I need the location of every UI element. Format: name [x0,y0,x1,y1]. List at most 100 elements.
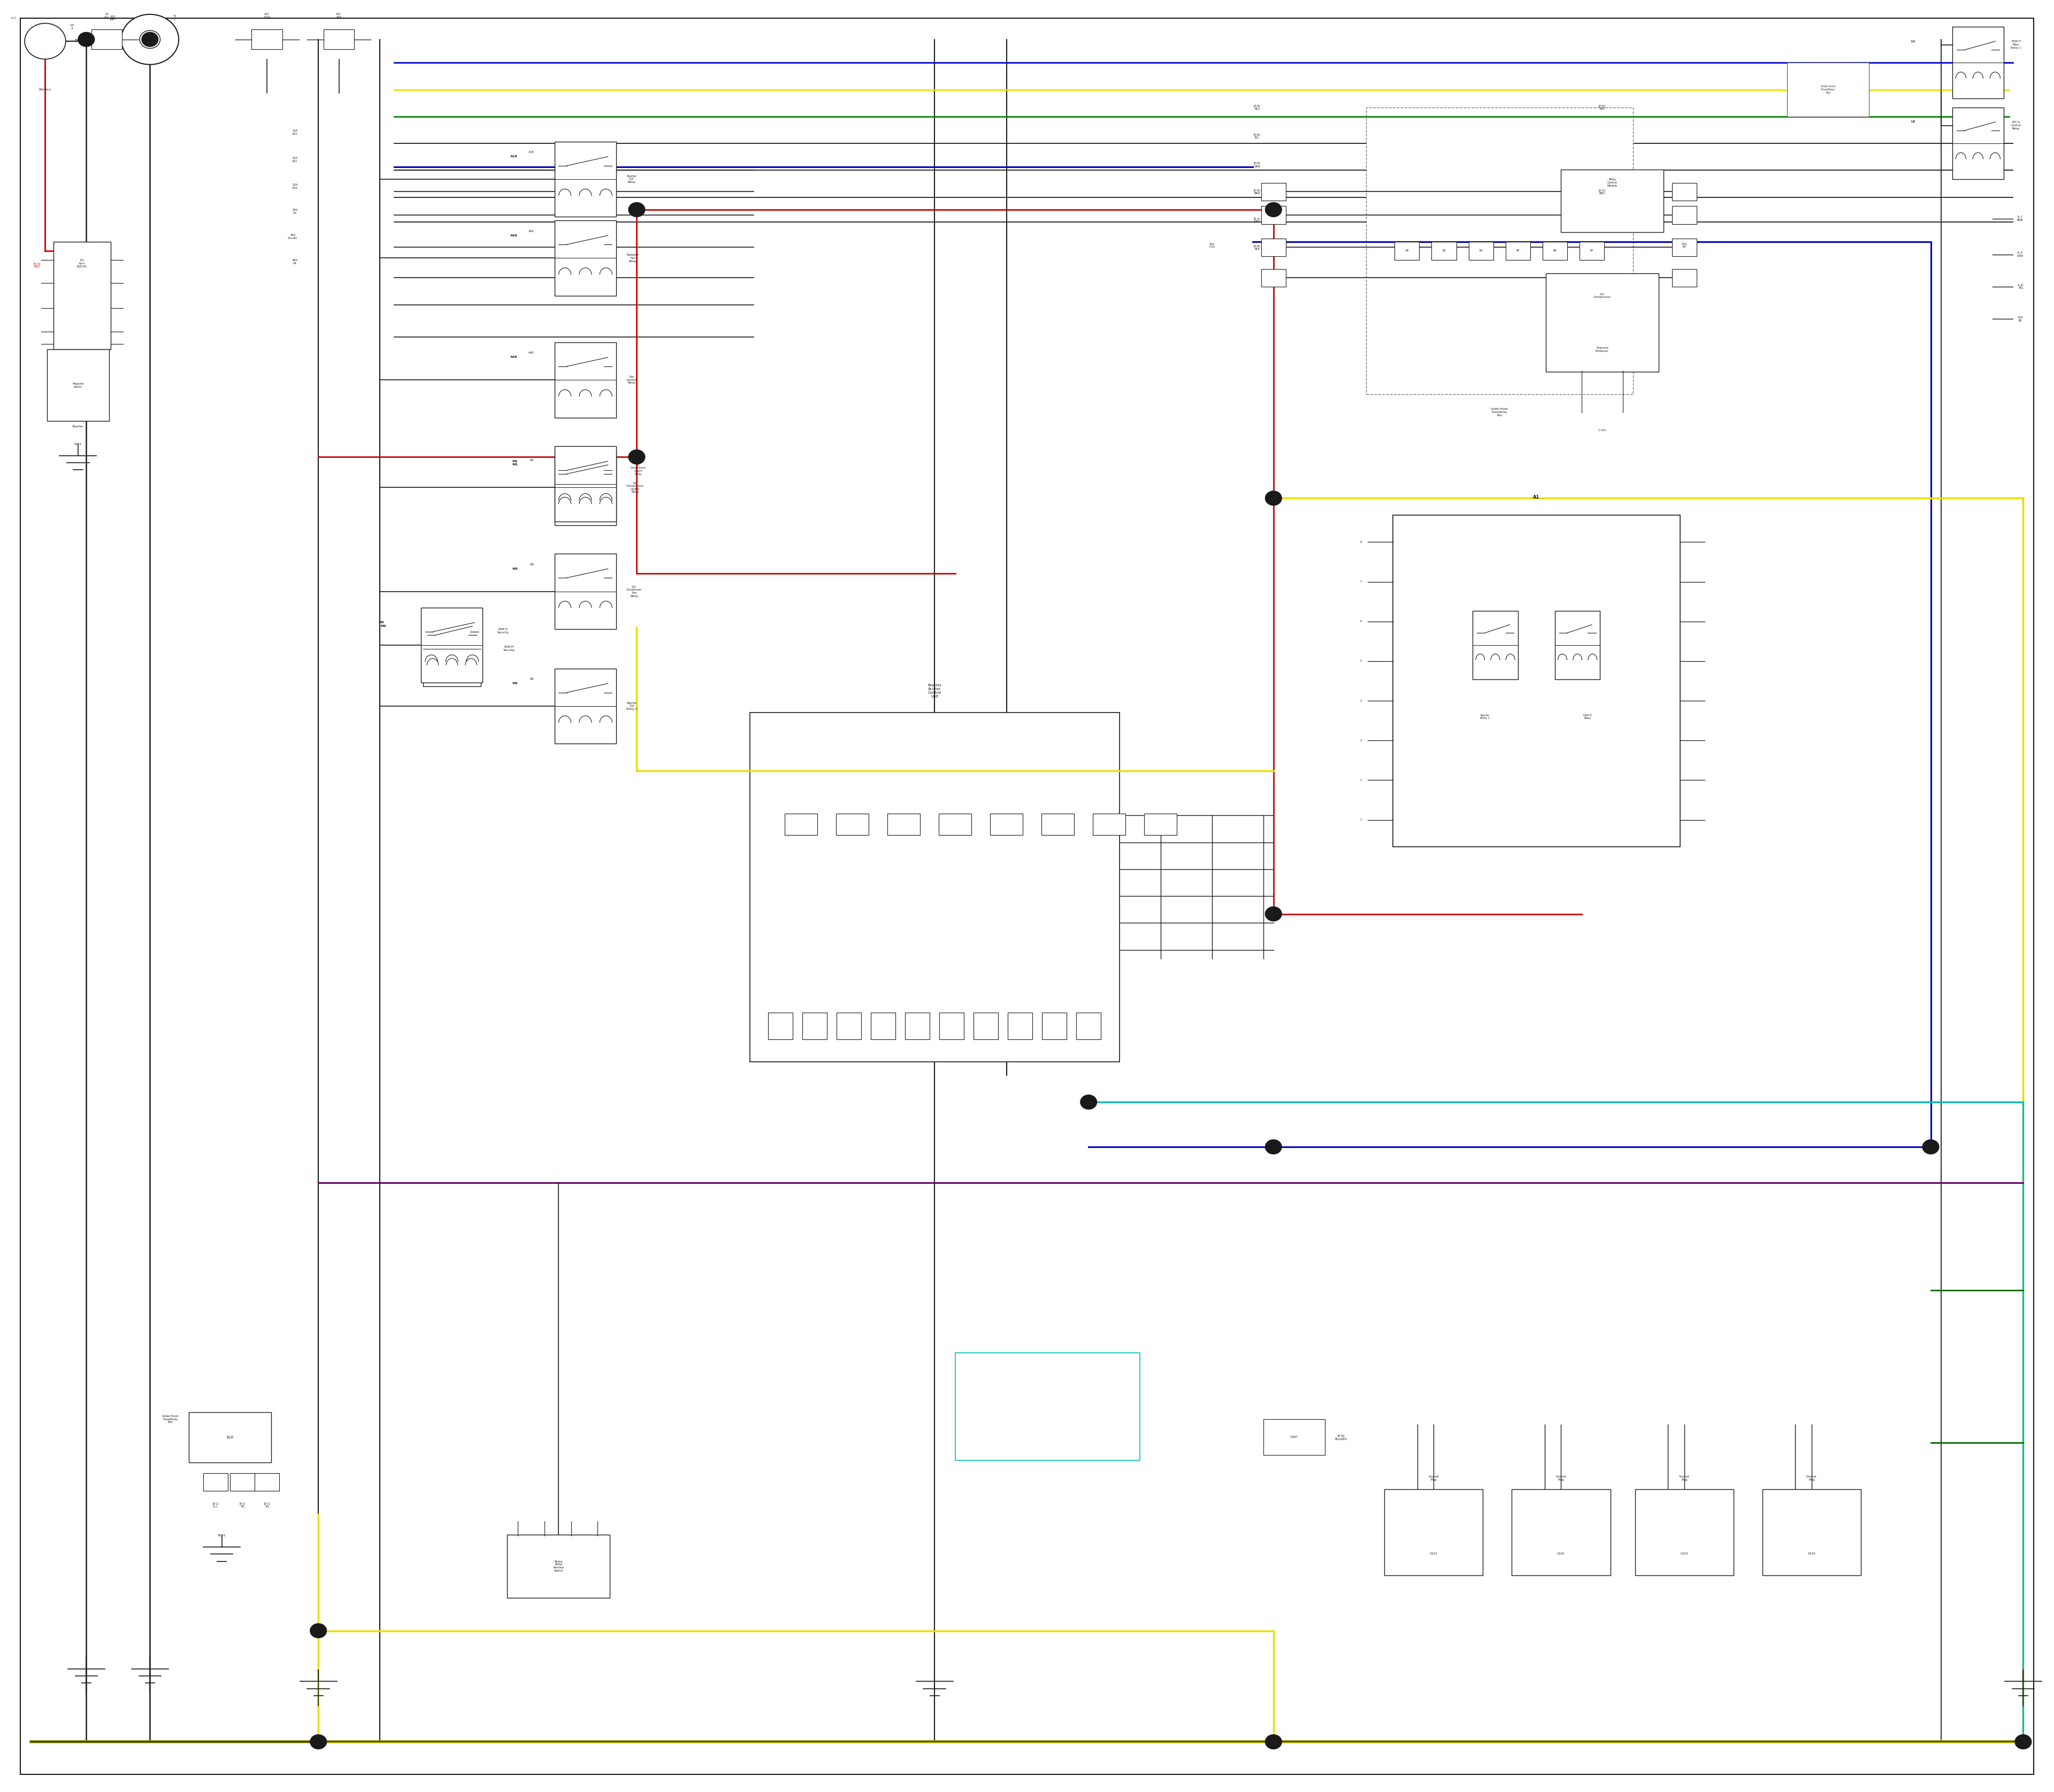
Text: A21
100A: A21 100A [263,13,271,20]
Bar [1951,27,2005,99]
Text: Ground
Plug: Ground Plug [1555,1475,1567,1482]
Bar [53,242,111,349]
Text: S001: S001 [218,1534,226,1538]
Text: Radiator
Fan
Relay: Radiator Fan Relay [626,254,639,262]
Bar [1144,814,1177,835]
Bar [507,1534,610,1598]
Text: B5: B5 [1516,249,1520,253]
Bar [555,342,616,418]
Bar [1672,269,1697,287]
Text: Ground
Plug: Ground Plug [1678,1475,1690,1482]
Text: A21
40A: A21 40A [337,13,341,20]
Text: [E-B]
BLK: [E-B] BLK [1253,244,1261,251]
Text: [El]
WHT: [El] WHT [109,14,117,22]
Bar [203,1473,228,1491]
Text: Ground
Plug: Ground Plug [1428,1475,1440,1482]
Bar [750,711,1119,1061]
Bar [785,814,817,835]
Text: B2: B2 [1405,249,1409,253]
Text: M1: M1 [511,461,518,462]
Text: Battery: Battery [39,88,51,91]
Text: PGM-FI
Relay: PGM-FI Relay [1584,713,1592,720]
Text: A48: A48 [509,357,518,358]
Text: M2: M2 [530,677,534,681]
Text: B6: B6 [1553,249,1557,253]
Bar [906,1012,930,1039]
Text: C-101: C-101 [1598,428,1606,432]
Circle shape [310,1735,327,1749]
Bar [768,1012,793,1039]
Bar [939,1012,963,1039]
Circle shape [25,23,66,59]
Text: IG1
Ign+
BLK/YEL: IG1 Ign+ BLK/YEL [76,260,88,267]
Circle shape [1265,491,1282,505]
Bar [555,220,616,296]
Bar [251,30,283,48]
Text: M1: M1 [511,464,518,466]
Bar [1432,242,1456,260]
Circle shape [1923,1140,1939,1154]
Bar [1041,814,1074,835]
Text: PGM-FI
Main
Relay 1: PGM-FI Main Relay 1 [2011,41,2021,48]
Text: PGM-FI
Security: PGM-FI Security [497,627,509,634]
Bar [1512,1489,1610,1575]
Bar [47,349,109,421]
Text: C4N7: C4N7 [1290,1435,1298,1439]
Bar [1580,242,1604,260]
Text: G104: G104 [1808,1552,1816,1555]
Bar [1076,1012,1101,1039]
Bar [1093,814,1126,835]
Text: A48: A48 [528,351,534,355]
Bar [836,814,869,835]
Bar [90,30,123,48]
Circle shape [140,30,160,48]
Text: M3: M3 [380,625,386,627]
Text: 60A
A4: 60A A4 [292,258,298,265]
Bar [1561,168,1664,231]
Text: G101: G101 [1430,1552,1438,1555]
Text: Starter: Starter [72,425,84,428]
Text: 10A
B2: 10A B2 [2017,315,2023,323]
Bar [887,814,920,835]
Text: B4: B4 [1479,249,1483,253]
Text: ELD: ELD [226,1435,234,1439]
Circle shape [1265,1140,1282,1154]
Bar [1543,242,1567,260]
Circle shape [1265,1735,1282,1749]
Bar [1395,242,1419,260]
Text: M3: M3 [511,568,518,570]
Text: [E-N]
BLU/RED: [E-N] BLU/RED [1335,1434,1347,1441]
Bar [1635,1489,1734,1575]
Bar [955,1353,1140,1460]
Circle shape [142,32,158,47]
Text: Relay
Control
Module: Relay Control Module [1608,179,1616,186]
Text: A/C
Compressor: A/C Compressor [1594,292,1610,299]
Text: Thermal
Protector: Thermal Protector [1596,346,1608,353]
Text: 10A
A25: 10A A25 [292,129,298,136]
Text: L5: L5 [1910,120,1914,124]
Text: [E-L]
IL-L: [E-L] IL-L [214,1502,218,1509]
Text: M1: M1 [530,459,534,462]
Text: Under-Dash
Fuse/Relay
Box: Under-Dash Fuse/Relay Box [1820,86,1836,93]
Text: IL-B
YEL: IL-B YEL [2017,283,2023,290]
Text: B7: B7 [1590,249,1594,253]
Text: [E-A]
RED: [E-A] RED [1598,188,1606,195]
Text: 1: 1 [43,66,47,70]
Text: Under-Hood
Fuse/Relay
Box: Under-Hood Fuse/Relay Box [1491,409,1508,416]
Bar [974,1012,998,1039]
Text: [E-C]
YEL: [E-C] YEL [263,1502,271,1509]
Bar [1393,516,1680,848]
Text: L1: L1 [1910,39,1914,43]
Bar [555,142,616,217]
Bar [1469,242,1493,260]
Bar [1261,269,1286,287]
Text: [E-A]
RED: [E-A] RED [33,262,41,269]
Text: A18: A18 [509,156,518,158]
Text: ETC-S
Control
Relay: ETC-S Control Relay [2011,122,2021,129]
Bar [1384,1489,1483,1575]
Text: A/C
Compressor
Clutch
Relay: A/C Compressor Clutch Relay [626,482,645,493]
Text: IL-4
GRN: IL-4 GRN [2017,251,2023,258]
Text: A/C
Condenser
Fan
Relay: A/C Condenser Fan Relay [626,586,643,597]
Bar [230,1473,255,1491]
Bar [1261,183,1286,201]
